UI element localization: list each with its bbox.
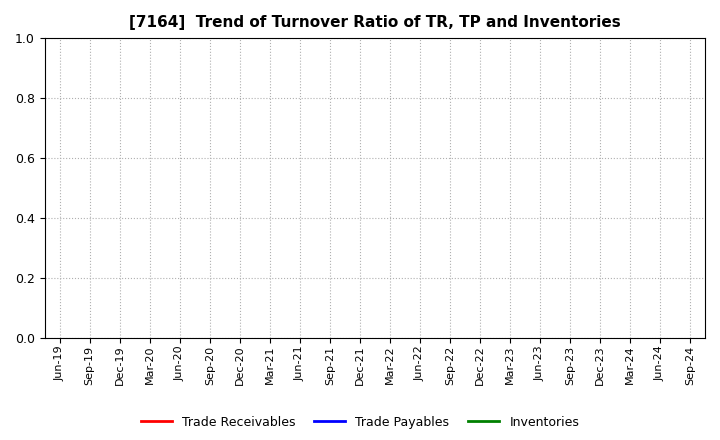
Title: [7164]  Trend of Turnover Ratio of TR, TP and Inventories: [7164] Trend of Turnover Ratio of TR, TP…	[129, 15, 621, 30]
Legend: Trade Receivables, Trade Payables, Inventories: Trade Receivables, Trade Payables, Inven…	[135, 411, 585, 434]
